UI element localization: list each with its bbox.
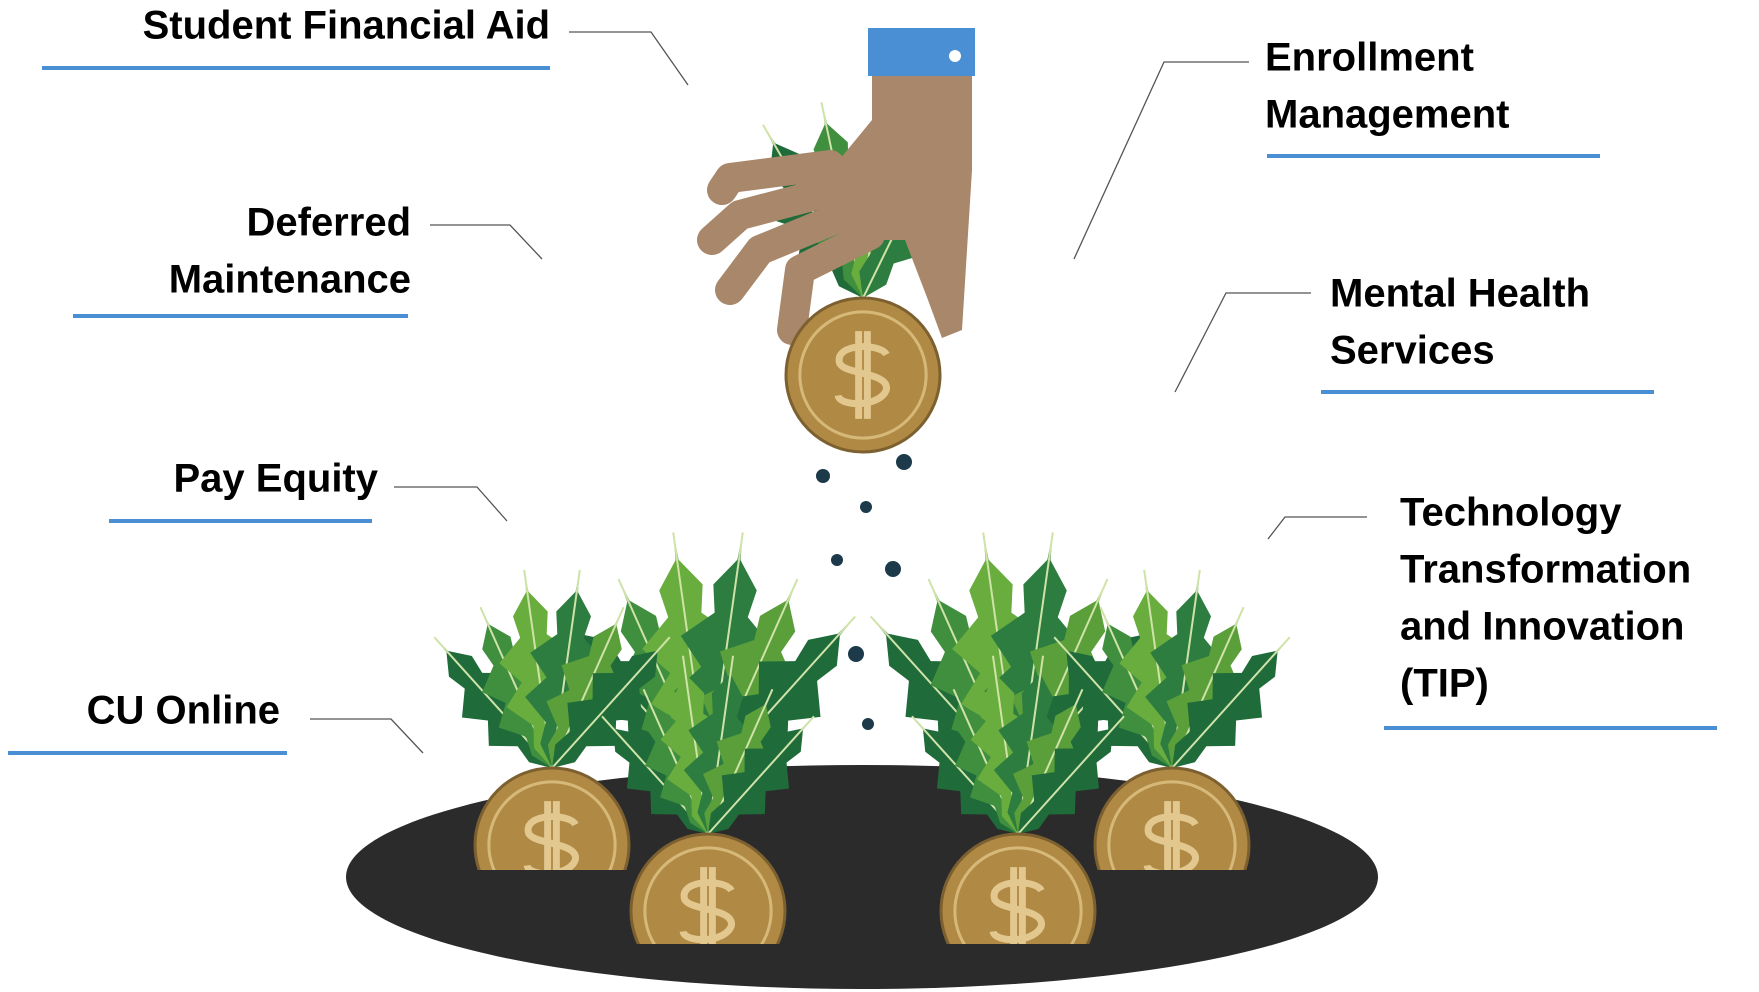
connector bbox=[430, 225, 542, 259]
label-line: CU Online bbox=[87, 689, 280, 733]
hand bbox=[712, 28, 975, 338]
label-line: Services bbox=[1330, 329, 1495, 373]
connector bbox=[1268, 517, 1367, 539]
label-line: Maintenance bbox=[169, 258, 411, 302]
connector bbox=[394, 487, 507, 521]
connector bbox=[310, 719, 423, 753]
connector bbox=[1175, 293, 1311, 392]
connector bbox=[1074, 62, 1249, 259]
label-line: Deferred bbox=[246, 201, 411, 245]
coin bbox=[786, 298, 940, 452]
label-line: Transformation bbox=[1400, 548, 1691, 592]
label-line: Technology bbox=[1400, 491, 1622, 535]
label-line: Student Financial Aid bbox=[143, 4, 550, 48]
label-line: (TIP) bbox=[1400, 662, 1489, 706]
label-line: Mental Health bbox=[1330, 272, 1590, 316]
label-line: Management bbox=[1265, 93, 1510, 137]
connector bbox=[569, 32, 688, 85]
infographic: Student Financial Aid Deferred Maintenance… bbox=[0, 0, 1759, 992]
label-line: Enrollment bbox=[1265, 36, 1474, 80]
label-line: Pay Equity bbox=[173, 457, 378, 501]
falling-seeds bbox=[816, 454, 912, 730]
label-line: and Innovation bbox=[1400, 605, 1684, 649]
